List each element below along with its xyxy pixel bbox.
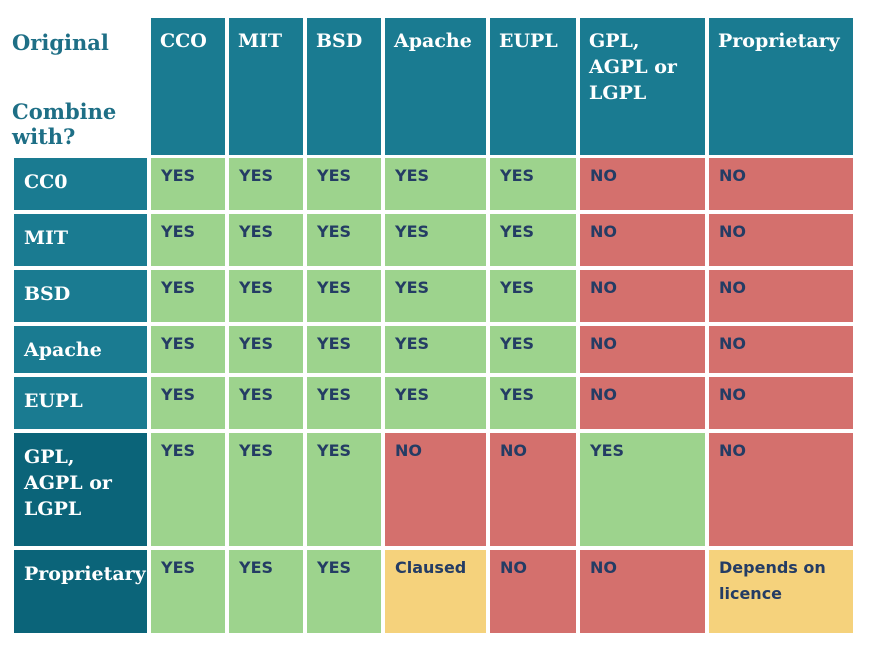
corner-with-label: with? (12, 124, 76, 149)
cell-proprietary-cco: YES (151, 550, 225, 633)
cell-apache-mit: YES (229, 326, 303, 373)
cell-bsd-proprietary: NO (709, 270, 853, 322)
cell-gpl-agpl-or-lgpl-cco: YES (151, 433, 225, 546)
row-header-bsd: BSD (14, 270, 147, 322)
cell-mit-bsd: YES (307, 214, 381, 266)
cell-bsd-apache: YES (385, 270, 486, 322)
cell-mit-cco: YES (151, 214, 225, 266)
column-header-bsd: BSD (307, 18, 381, 155)
cell-apache-cco: YES (151, 326, 225, 373)
cell-gpl-agpl-or-lgpl-gpl-agpl-or-lgpl: YES (580, 433, 705, 546)
cell-mit-mit: YES (229, 214, 303, 266)
cell-gpl-agpl-or-lgpl-eupl: NO (490, 433, 576, 546)
row-header-mit: MIT (14, 214, 147, 266)
column-header-eupl: EUPL (490, 18, 576, 155)
cell-gpl-agpl-or-lgpl-apache: NO (385, 433, 486, 546)
cell-proprietary-apache: Claused (385, 550, 486, 633)
cell-cc0-cco: YES (151, 158, 225, 210)
cell-eupl-cco: YES (151, 377, 225, 429)
corner-original-label: Original (12, 30, 109, 55)
cell-eupl-gpl-agpl-or-lgpl: NO (580, 377, 705, 429)
cell-bsd-eupl: YES (490, 270, 576, 322)
cell-eupl-eupl: YES (490, 377, 576, 429)
cell-cc0-gpl-agpl-or-lgpl: NO (580, 158, 705, 210)
cell-cc0-eupl: YES (490, 158, 576, 210)
cell-apache-apache: YES (385, 326, 486, 373)
cell-cc0-proprietary: NO (709, 158, 853, 210)
cell-bsd-gpl-agpl-or-lgpl: NO (580, 270, 705, 322)
cell-eupl-mit: YES (229, 377, 303, 429)
cell-gpl-agpl-or-lgpl-bsd: YES (307, 433, 381, 546)
cell-eupl-bsd: YES (307, 377, 381, 429)
cell-cc0-apache: YES (385, 158, 486, 210)
cell-bsd-cco: YES (151, 270, 225, 322)
cell-apache-bsd: YES (307, 326, 381, 373)
cell-eupl-apache: YES (385, 377, 486, 429)
cell-gpl-agpl-or-lgpl-mit: YES (229, 433, 303, 546)
column-header-gpl-agpl-or-lgpl: GPL, AGPL or LGPL (580, 18, 705, 155)
column-header-proprietary: Proprietary (709, 18, 853, 155)
column-header-cco: CCO (151, 18, 225, 155)
cell-mit-proprietary: NO (709, 214, 853, 266)
cell-proprietary-bsd: YES (307, 550, 381, 633)
cell-proprietary-gpl-agpl-or-lgpl: NO (580, 550, 705, 633)
cell-eupl-proprietary: NO (709, 377, 853, 429)
cell-mit-apache: YES (385, 214, 486, 266)
row-header-apache: Apache (14, 326, 147, 373)
cell-mit-gpl-agpl-or-lgpl: NO (580, 214, 705, 266)
row-header-proprietary: Proprietary (14, 550, 147, 633)
cell-apache-proprietary: NO (709, 326, 853, 373)
cell-apache-eupl: YES (490, 326, 576, 373)
cell-apache-gpl-agpl-or-lgpl: NO (580, 326, 705, 373)
corner-combine-label: Combine (12, 99, 117, 124)
column-header-mit: MIT (229, 18, 303, 155)
row-header-gpl-agpl-or-lgpl: GPL, AGPL or LGPL (14, 433, 147, 546)
cell-proprietary-eupl: NO (490, 550, 576, 633)
column-header-apache: Apache (385, 18, 486, 155)
cell-gpl-agpl-or-lgpl-proprietary: NO (709, 433, 853, 546)
cell-bsd-bsd: YES (307, 270, 381, 322)
cell-proprietary-mit: YES (229, 550, 303, 633)
cell-proprietary-proprietary: Depends on licence (709, 550, 853, 633)
row-header-cc0: CC0 (14, 158, 147, 210)
cell-cc0-mit: YES (229, 158, 303, 210)
cell-bsd-mit: YES (229, 270, 303, 322)
cell-cc0-bsd: YES (307, 158, 381, 210)
cell-mit-eupl: YES (490, 214, 576, 266)
row-header-eupl: EUPL (14, 377, 147, 429)
